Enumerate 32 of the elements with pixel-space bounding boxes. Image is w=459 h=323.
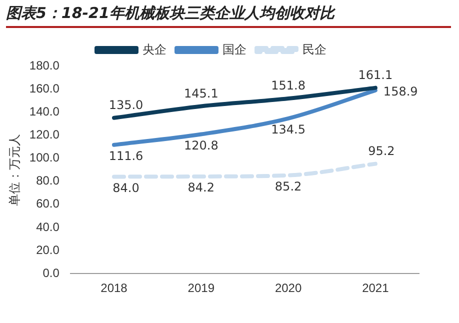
y-tick-label: 40.0 [36, 220, 60, 234]
y-tick-label: 120.0 [29, 128, 60, 142]
line-series [112, 162, 378, 179]
data-label: 145.1 [184, 86, 218, 100]
x-tick-label: 2020 [274, 281, 302, 296]
data-label: 158.9 [383, 84, 418, 98]
data-label: 120.8 [184, 138, 218, 152]
x-tick-label: 2021 [362, 281, 390, 296]
legend-label: 民企 [302, 42, 326, 56]
x-tick-label: 2018 [100, 281, 128, 296]
y-tick-label: 160.0 [29, 81, 60, 96]
y-axis-title: 单位：万元人 [8, 134, 22, 206]
data-label: 85.2 [274, 179, 302, 194]
data-label: 135.0 [108, 98, 144, 112]
data-label: 134.5 [271, 122, 306, 137]
data-label: 161.1 [358, 68, 393, 82]
x-tick-label: 2019 [188, 281, 215, 296]
y-tick-label: 80.0 [36, 174, 60, 188]
y-tick-label: 0.0 [42, 266, 60, 280]
data-label: 84.0 [112, 180, 140, 195]
y-tick-label: 180.0 [29, 58, 60, 72]
data-label: 151.8 [271, 78, 306, 93]
data-label: 111.6 [108, 149, 144, 164]
y-tick-label: 20.0 [36, 242, 60, 257]
y-tick-label: 100.0 [29, 150, 60, 165]
data-label: 95.2 [368, 144, 395, 158]
y-tick-label: 60.0 [36, 196, 60, 211]
data-label: 84.2 [188, 180, 215, 195]
legend-label: 国企 [222, 42, 246, 56]
legend-label: 央企 [142, 42, 166, 56]
chart-title: 图表5：18-21年机械板块三类企业人均创收对比 [6, 4, 451, 28]
y-tick-label: 140.0 [29, 104, 60, 118]
